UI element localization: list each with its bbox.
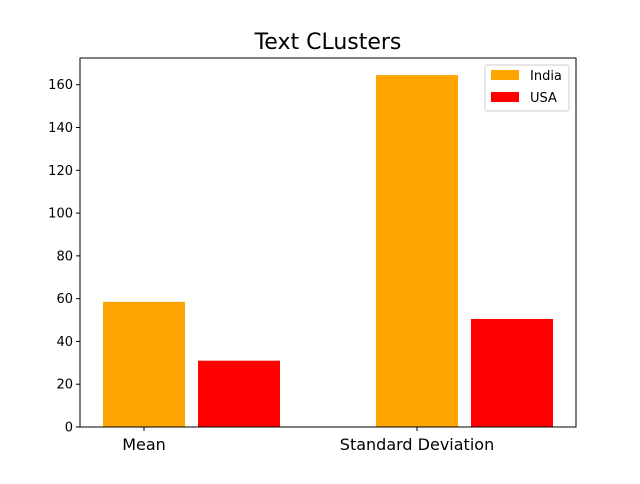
x-category-label: Standard Deviation	[340, 435, 494, 454]
y-tick-label: 120	[48, 164, 73, 179]
legend-swatch-india	[491, 70, 519, 80]
y-tick-label: 40	[56, 335, 73, 350]
y-tick-label: 140	[48, 121, 73, 136]
y-tick-label: 80	[56, 249, 73, 264]
bars-layer	[103, 75, 553, 428]
y-tick-label: 100	[48, 207, 73, 222]
legend: India USA	[484, 64, 570, 112]
y-tick-label: 0	[65, 421, 73, 436]
chart-title: Text CLusters	[254, 30, 402, 55]
axes-layer: 0 20 40 60 80 100 120 140 160 Mean Standard Deviat…	[48, 57, 577, 454]
legend-label-india: India	[530, 69, 562, 84]
legend-swatch-usa	[491, 92, 519, 102]
legend-label-usa: USA	[530, 91, 557, 106]
bar-india-1	[376, 75, 458, 428]
y-tick-label: 160	[48, 78, 73, 93]
bar-usa-1	[471, 318, 553, 427]
y-tick-label: 60	[56, 292, 73, 307]
y-tick-label: 20	[56, 378, 73, 393]
bar-usa-0	[198, 360, 280, 427]
bar-india-0	[103, 301, 185, 427]
x-category-label: Mean	[122, 435, 166, 454]
plot-frame	[79, 57, 577, 428]
